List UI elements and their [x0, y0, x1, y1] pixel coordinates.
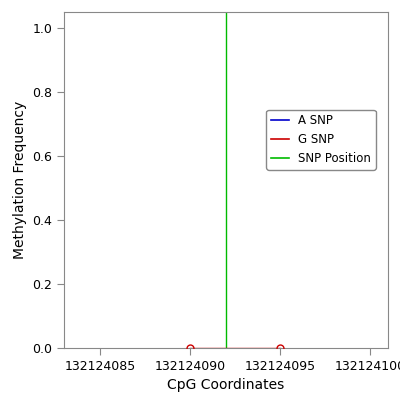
Y-axis label: Methylation Frequency: Methylation Frequency: [13, 101, 27, 259]
X-axis label: CpG Coordinates: CpG Coordinates: [167, 378, 285, 392]
Legend: A SNP, G SNP, SNP Position: A SNP, G SNP, SNP Position: [266, 110, 376, 170]
